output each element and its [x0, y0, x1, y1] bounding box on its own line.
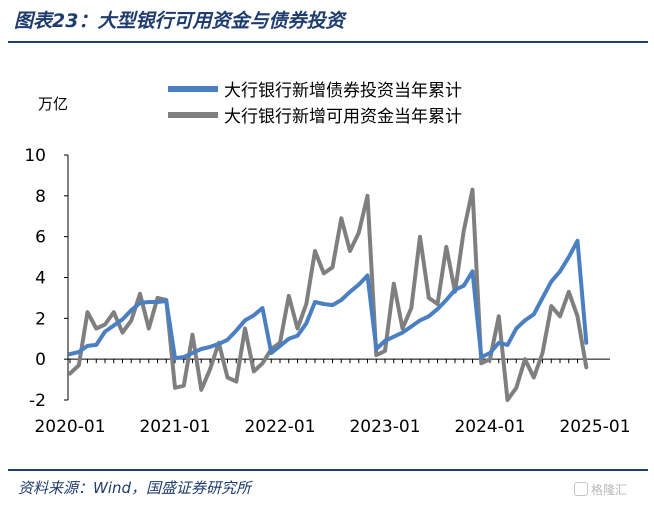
y-axis-label: 万亿	[38, 95, 68, 113]
chart-axes: -2 0 2 4 6 8 10 2020-01 2021-01 2022-01 2023-01 202…	[24, 146, 630, 437]
y-tick-label: 2	[35, 309, 46, 329]
y-tick-label: -2	[29, 391, 46, 411]
chart-series	[68, 187, 589, 402]
footer-divider	[8, 469, 648, 471]
series-line	[68, 187, 589, 402]
y-tick-label: 10	[24, 146, 46, 166]
watermark: 格隆汇	[574, 481, 627, 498]
x-tick-label: 2022-01	[244, 417, 315, 437]
title-divider	[8, 41, 648, 43]
x-tick-label: 2024-01	[454, 417, 525, 437]
x-tick-label: 2023-01	[349, 417, 420, 437]
x-tick-label: 2020-01	[34, 417, 105, 437]
y-tick-label: 0	[35, 350, 46, 370]
x-tick-label: 2025-01	[559, 417, 630, 437]
series-line	[68, 238, 589, 361]
watermark-text: 格隆汇	[591, 483, 628, 497]
legend-label: 大行银行新增可用资金当年累计	[224, 107, 462, 127]
x-tick-label: 2021-01	[139, 417, 210, 437]
legend-label: 大行银行新增债券投资当年累计	[224, 81, 462, 101]
watermark-logo-icon	[574, 482, 588, 496]
line-chart: -2 0 2 4 6 8 10 2020-01 2021-01 2022-01 2023-01 202…	[24, 81, 630, 437]
source-note: 资料来源：Wind，国盛证券研究所	[18, 479, 252, 497]
figure-title: 图表23：大型银行可用资金与债券投资	[14, 10, 345, 32]
y-tick-label: 6	[35, 228, 46, 248]
y-tick-label: 8	[35, 187, 46, 207]
y-tick-label: 4	[35, 269, 46, 289]
